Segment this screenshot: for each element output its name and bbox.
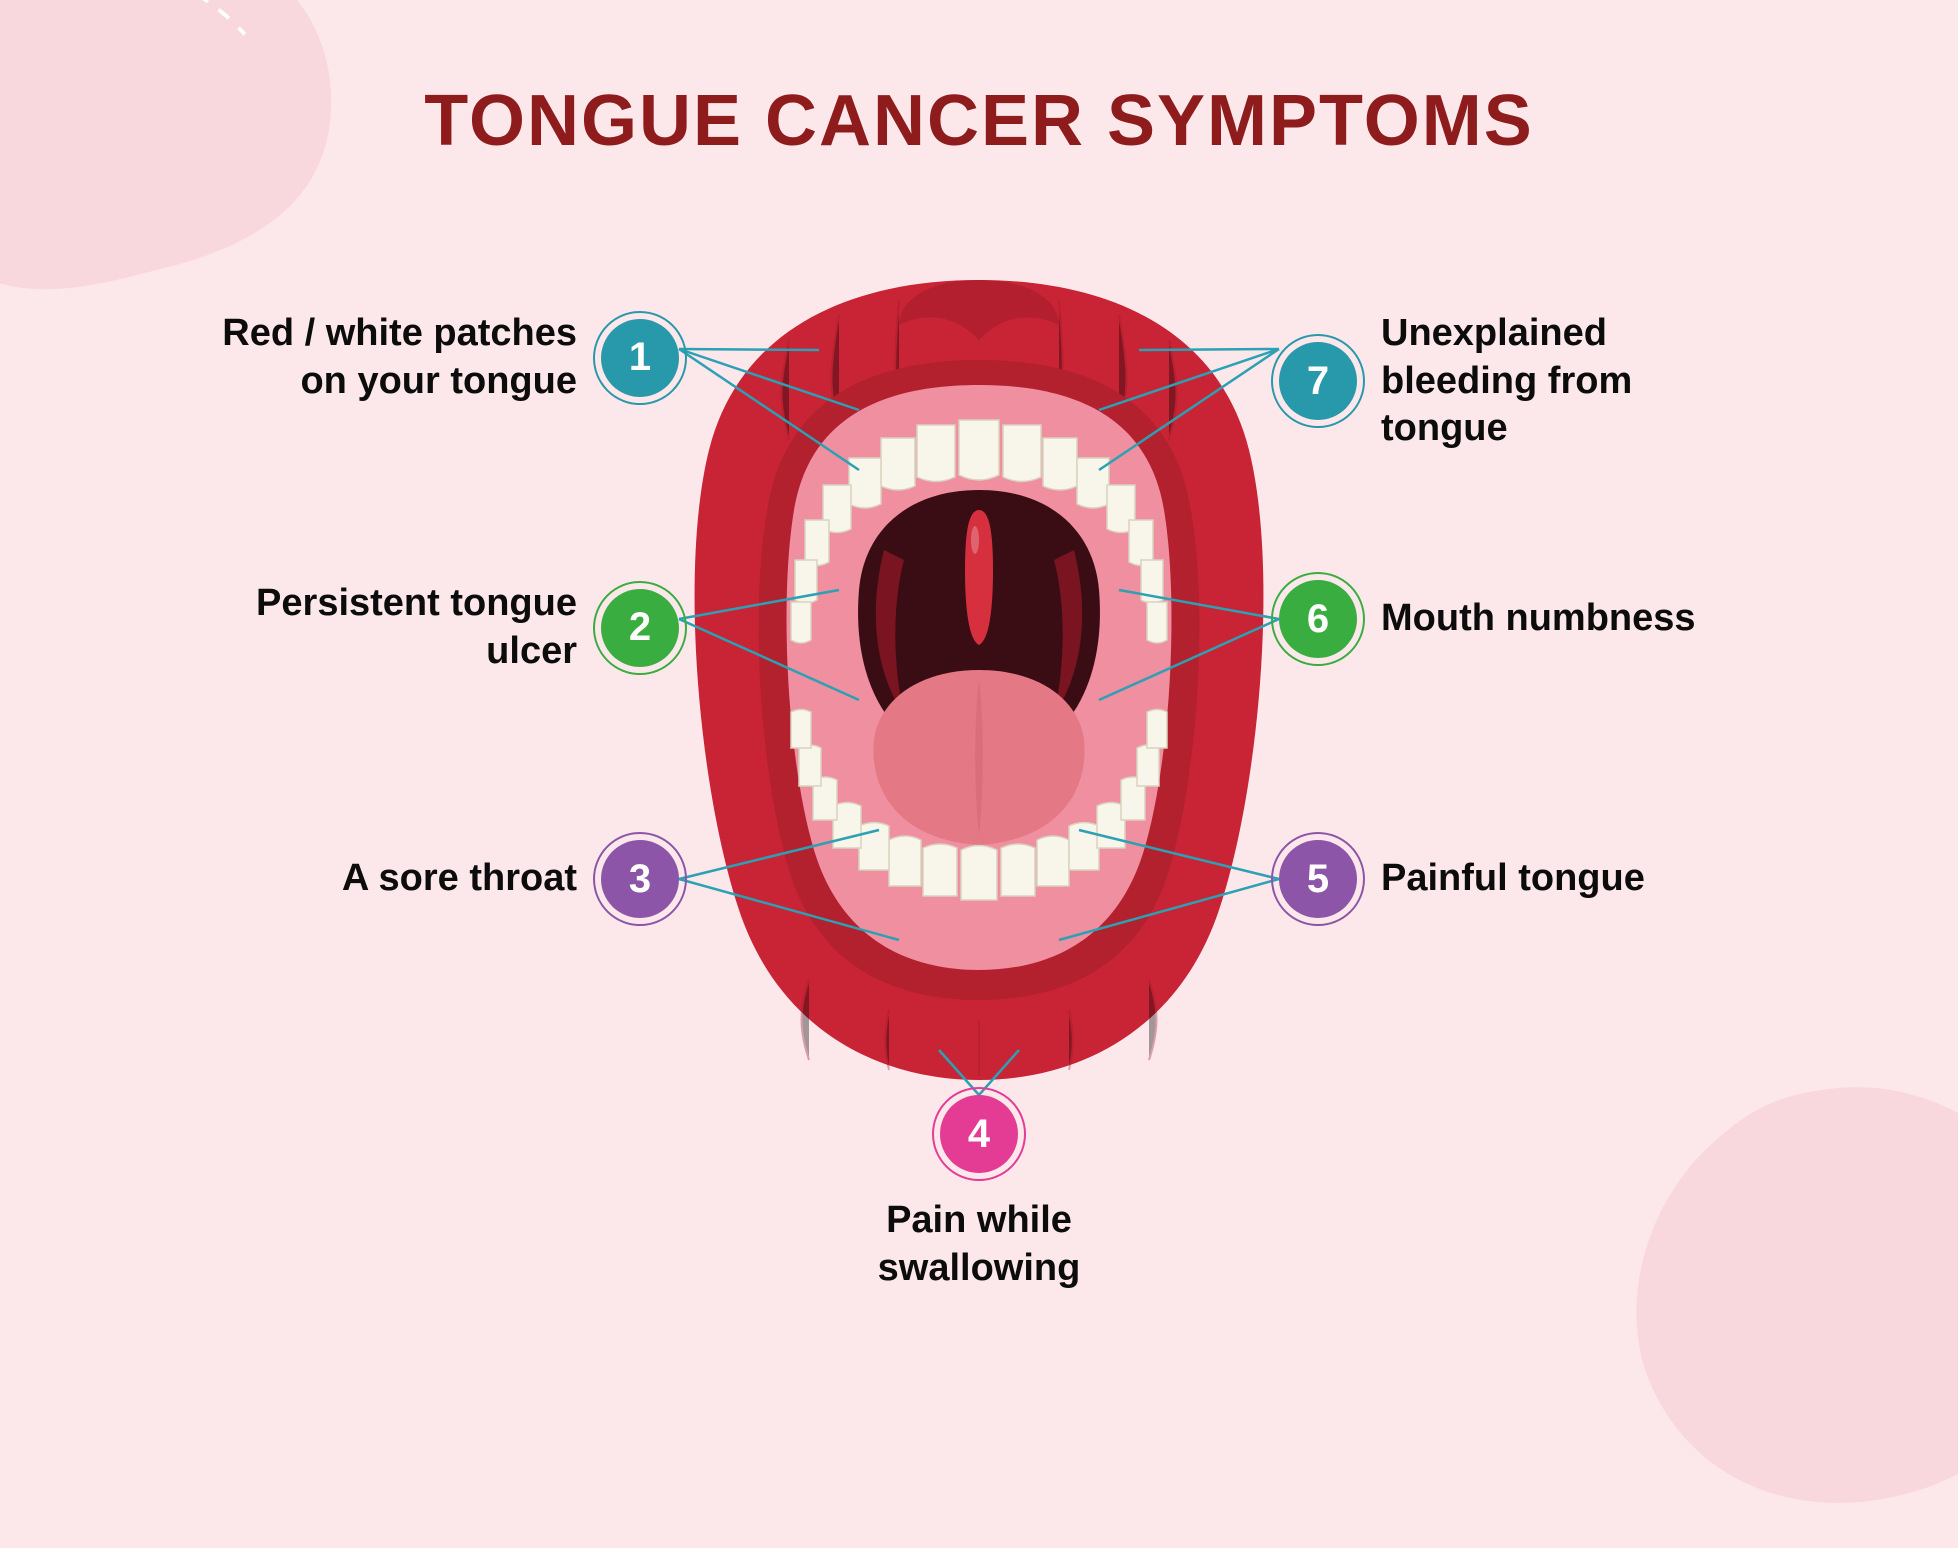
diagram-stage: 1 Red / white patches on your tongue 2 Pers… (179, 240, 1779, 1320)
symptom-number: 3 (629, 857, 651, 902)
page-title: TONGUE CANCER SYMPTOMS (0, 80, 1958, 162)
symptom-badge-2: 2 (601, 589, 679, 667)
symptom-badge-5: 5 (1279, 840, 1357, 918)
symptom-badge-3: 3 (601, 840, 679, 918)
symptom-number: 6 (1307, 597, 1329, 642)
mouth-illustration (669, 270, 1289, 1090)
symptom-label: Painful tongue (1381, 855, 1645, 903)
symptom-label: Red / white patches on your tongue (217, 310, 577, 405)
symptom-callout-7: 7 Unexplained bleeding from tongue (1279, 310, 1749, 453)
symptom-label: Pain while swallowing (799, 1197, 1159, 1292)
symptom-number: 5 (1307, 857, 1329, 902)
symptom-number: 7 (1307, 359, 1329, 404)
symptom-number: 2 (629, 605, 651, 650)
symptom-badge-6: 6 (1279, 580, 1357, 658)
symptom-label: Persistent tongue ulcer (217, 580, 577, 675)
symptom-number: 4 (968, 1112, 990, 1157)
symptom-callout-5: 5 Painful tongue (1279, 840, 1749, 918)
symptom-callout-2: 2 Persistent tongue ulcer (209, 580, 679, 675)
symptom-badge-7: 7 (1279, 342, 1357, 420)
symptom-badge-1: 1 (601, 319, 679, 397)
symptom-callout-1: 1 Red / white patches on your tongue (209, 310, 679, 405)
symptom-callout-6: 6 Mouth numbness (1279, 580, 1749, 658)
symptom-callout-3: 3 A sore throat (209, 840, 679, 918)
symptom-label: Mouth numbness (1381, 595, 1696, 643)
symptom-number: 1 (629, 335, 651, 380)
symptom-label: A sore throat (342, 855, 577, 903)
uvula (965, 510, 993, 645)
symptom-badge-4: 4 (940, 1095, 1018, 1173)
symptom-label: Unexplained bleeding from tongue (1381, 310, 1741, 453)
symptom-callout-4: 4 Pain while swallowing (799, 1095, 1159, 1292)
